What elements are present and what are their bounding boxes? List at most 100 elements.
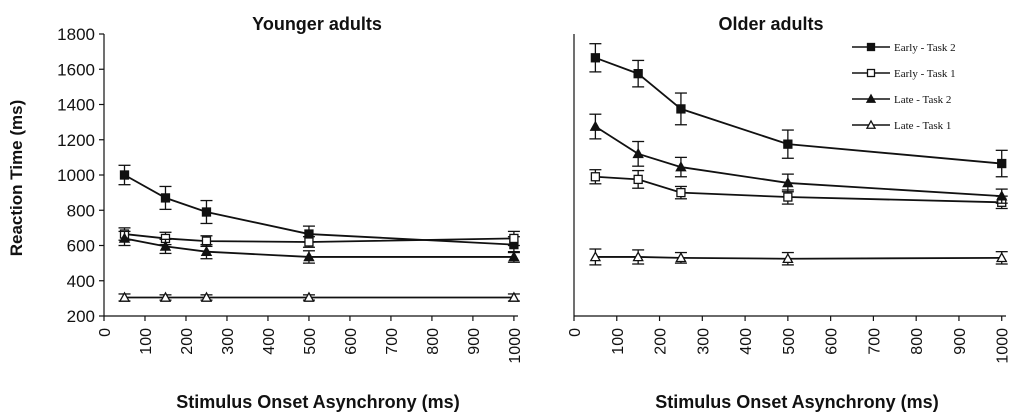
data-point bbox=[675, 251, 687, 263]
y-tick-label: 1400 bbox=[57, 96, 95, 115]
data-point bbox=[590, 53, 601, 63]
data-point bbox=[118, 291, 131, 302]
panel-title: Older adults bbox=[718, 14, 823, 34]
legend-item: Late - Task 1 bbox=[852, 119, 951, 132]
y-tick-label: 1200 bbox=[57, 131, 95, 150]
x-axis-label: Stimulus Onset Asynchrony (ms) bbox=[655, 392, 938, 412]
x-tick-label: 500 bbox=[781, 328, 798, 355]
x-tick-label: 700 bbox=[866, 328, 883, 355]
data-point bbox=[159, 240, 172, 251]
y-axis-label: Reaction Time (ms) bbox=[7, 100, 26, 257]
data-point bbox=[996, 251, 1008, 263]
x-tick-label: 100 bbox=[610, 328, 627, 355]
data-point bbox=[783, 139, 793, 149]
x-tick-label: 900 bbox=[466, 328, 483, 355]
x-tick-label: 800 bbox=[909, 328, 926, 355]
data-point bbox=[200, 245, 213, 256]
plot-marks bbox=[589, 43, 1008, 266]
x-tick-label: 200 bbox=[179, 328, 196, 355]
x-tick-label: 600 bbox=[343, 328, 360, 355]
x-tick-label: 0 bbox=[567, 328, 584, 337]
legend-marker bbox=[866, 42, 876, 52]
axes: 0 100 200 300 400 500 600 700 800 900 1000 bbox=[567, 34, 1012, 364]
data-point bbox=[632, 147, 644, 159]
x-tick-label: 1000 bbox=[995, 328, 1012, 364]
legend-marker bbox=[866, 68, 876, 78]
legend-item: Early - Task 2 bbox=[852, 42, 956, 54]
data-point bbox=[632, 251, 644, 262]
y-tick-label: 1600 bbox=[57, 60, 95, 79]
data-point bbox=[589, 251, 602, 262]
legend-marker bbox=[865, 119, 877, 129]
legend-label: Late - Task 2 bbox=[894, 94, 951, 106]
data-point bbox=[160, 193, 171, 203]
y-tick-label: 1000 bbox=[57, 166, 95, 185]
data-point bbox=[303, 291, 315, 302]
axes: 200 400 600 800 1000 1200 1400 1600 1800 0 100 200 3… bbox=[57, 25, 524, 364]
series-early-task-1 bbox=[118, 227, 520, 248]
x-tick-label: 100 bbox=[138, 328, 155, 355]
x-tick-label: 0 bbox=[97, 328, 114, 337]
x-axis-label: Stimulus Onset Asynchrony (ms) bbox=[176, 392, 459, 412]
legend-marker bbox=[865, 93, 877, 103]
series-line bbox=[595, 175, 1002, 204]
data-point bbox=[675, 161, 687, 172]
x-tick-label: 900 bbox=[952, 328, 969, 355]
data-point bbox=[303, 251, 315, 262]
data-point bbox=[676, 104, 686, 114]
x-tick-label: 400 bbox=[738, 328, 755, 355]
older-adults-panel: Older adults Stimulus Onset Asynchrony (… bbox=[567, 14, 1012, 412]
legend-item: Early - Task 1 bbox=[852, 68, 956, 80]
data-point bbox=[589, 120, 602, 131]
y-tick-label: 600 bbox=[67, 237, 95, 256]
legend-label: Early - Task 2 bbox=[894, 42, 956, 54]
data-point bbox=[782, 176, 794, 188]
data-point bbox=[508, 291, 520, 302]
data-point bbox=[509, 233, 519, 244]
x-tick-label: 800 bbox=[425, 328, 442, 355]
data-point bbox=[201, 236, 212, 246]
x-tick-label: 700 bbox=[384, 328, 401, 355]
y-tick-label: 800 bbox=[67, 201, 95, 220]
x-tick-label: 300 bbox=[695, 328, 712, 355]
data-point bbox=[200, 291, 213, 302]
data-point bbox=[201, 207, 212, 217]
data-point bbox=[508, 251, 520, 262]
series-late-task-2 bbox=[589, 113, 1008, 204]
series-early-task-1 bbox=[589, 169, 1008, 210]
x-tick-label: 200 bbox=[653, 328, 670, 355]
data-point bbox=[119, 170, 130, 180]
data-point bbox=[996, 190, 1008, 201]
legend-item: Late - Task 2 bbox=[852, 93, 951, 106]
y-tick-label: 400 bbox=[67, 272, 95, 291]
data-point bbox=[676, 187, 686, 198]
legend-label: Late - Task 1 bbox=[894, 120, 951, 132]
legend: Early - Task 2 Early - Task 1 Late - Task … bbox=[852, 42, 956, 132]
x-tick-label: 500 bbox=[302, 328, 319, 355]
x-tick-label: 300 bbox=[220, 328, 237, 355]
series-late-task-1 bbox=[118, 291, 520, 302]
series-line bbox=[124, 174, 514, 246]
data-point bbox=[118, 232, 131, 243]
data-point bbox=[159, 291, 172, 302]
series-late-task-2 bbox=[118, 230, 520, 264]
data-point bbox=[633, 174, 643, 185]
series-line bbox=[595, 256, 1002, 260]
y-tick-label: 200 bbox=[67, 307, 95, 326]
series-late-task-1 bbox=[589, 248, 1008, 266]
plot-marks bbox=[118, 164, 520, 302]
x-tick-label: 400 bbox=[261, 328, 278, 355]
data-point bbox=[997, 158, 1007, 169]
data-point bbox=[783, 192, 793, 202]
x-tick-label: 600 bbox=[824, 328, 841, 355]
data-point bbox=[633, 69, 643, 79]
younger-adults-panel: Younger adults Reaction Time (ms) Stimul… bbox=[7, 14, 524, 412]
x-tick-label: 1000 bbox=[507, 328, 524, 364]
panel-title: Younger adults bbox=[252, 14, 382, 34]
data-point bbox=[304, 237, 314, 247]
data-point bbox=[590, 172, 601, 182]
y-tick-label: 1800 bbox=[57, 25, 95, 44]
series-early-task-2 bbox=[589, 43, 1008, 178]
data-point bbox=[782, 252, 794, 264]
